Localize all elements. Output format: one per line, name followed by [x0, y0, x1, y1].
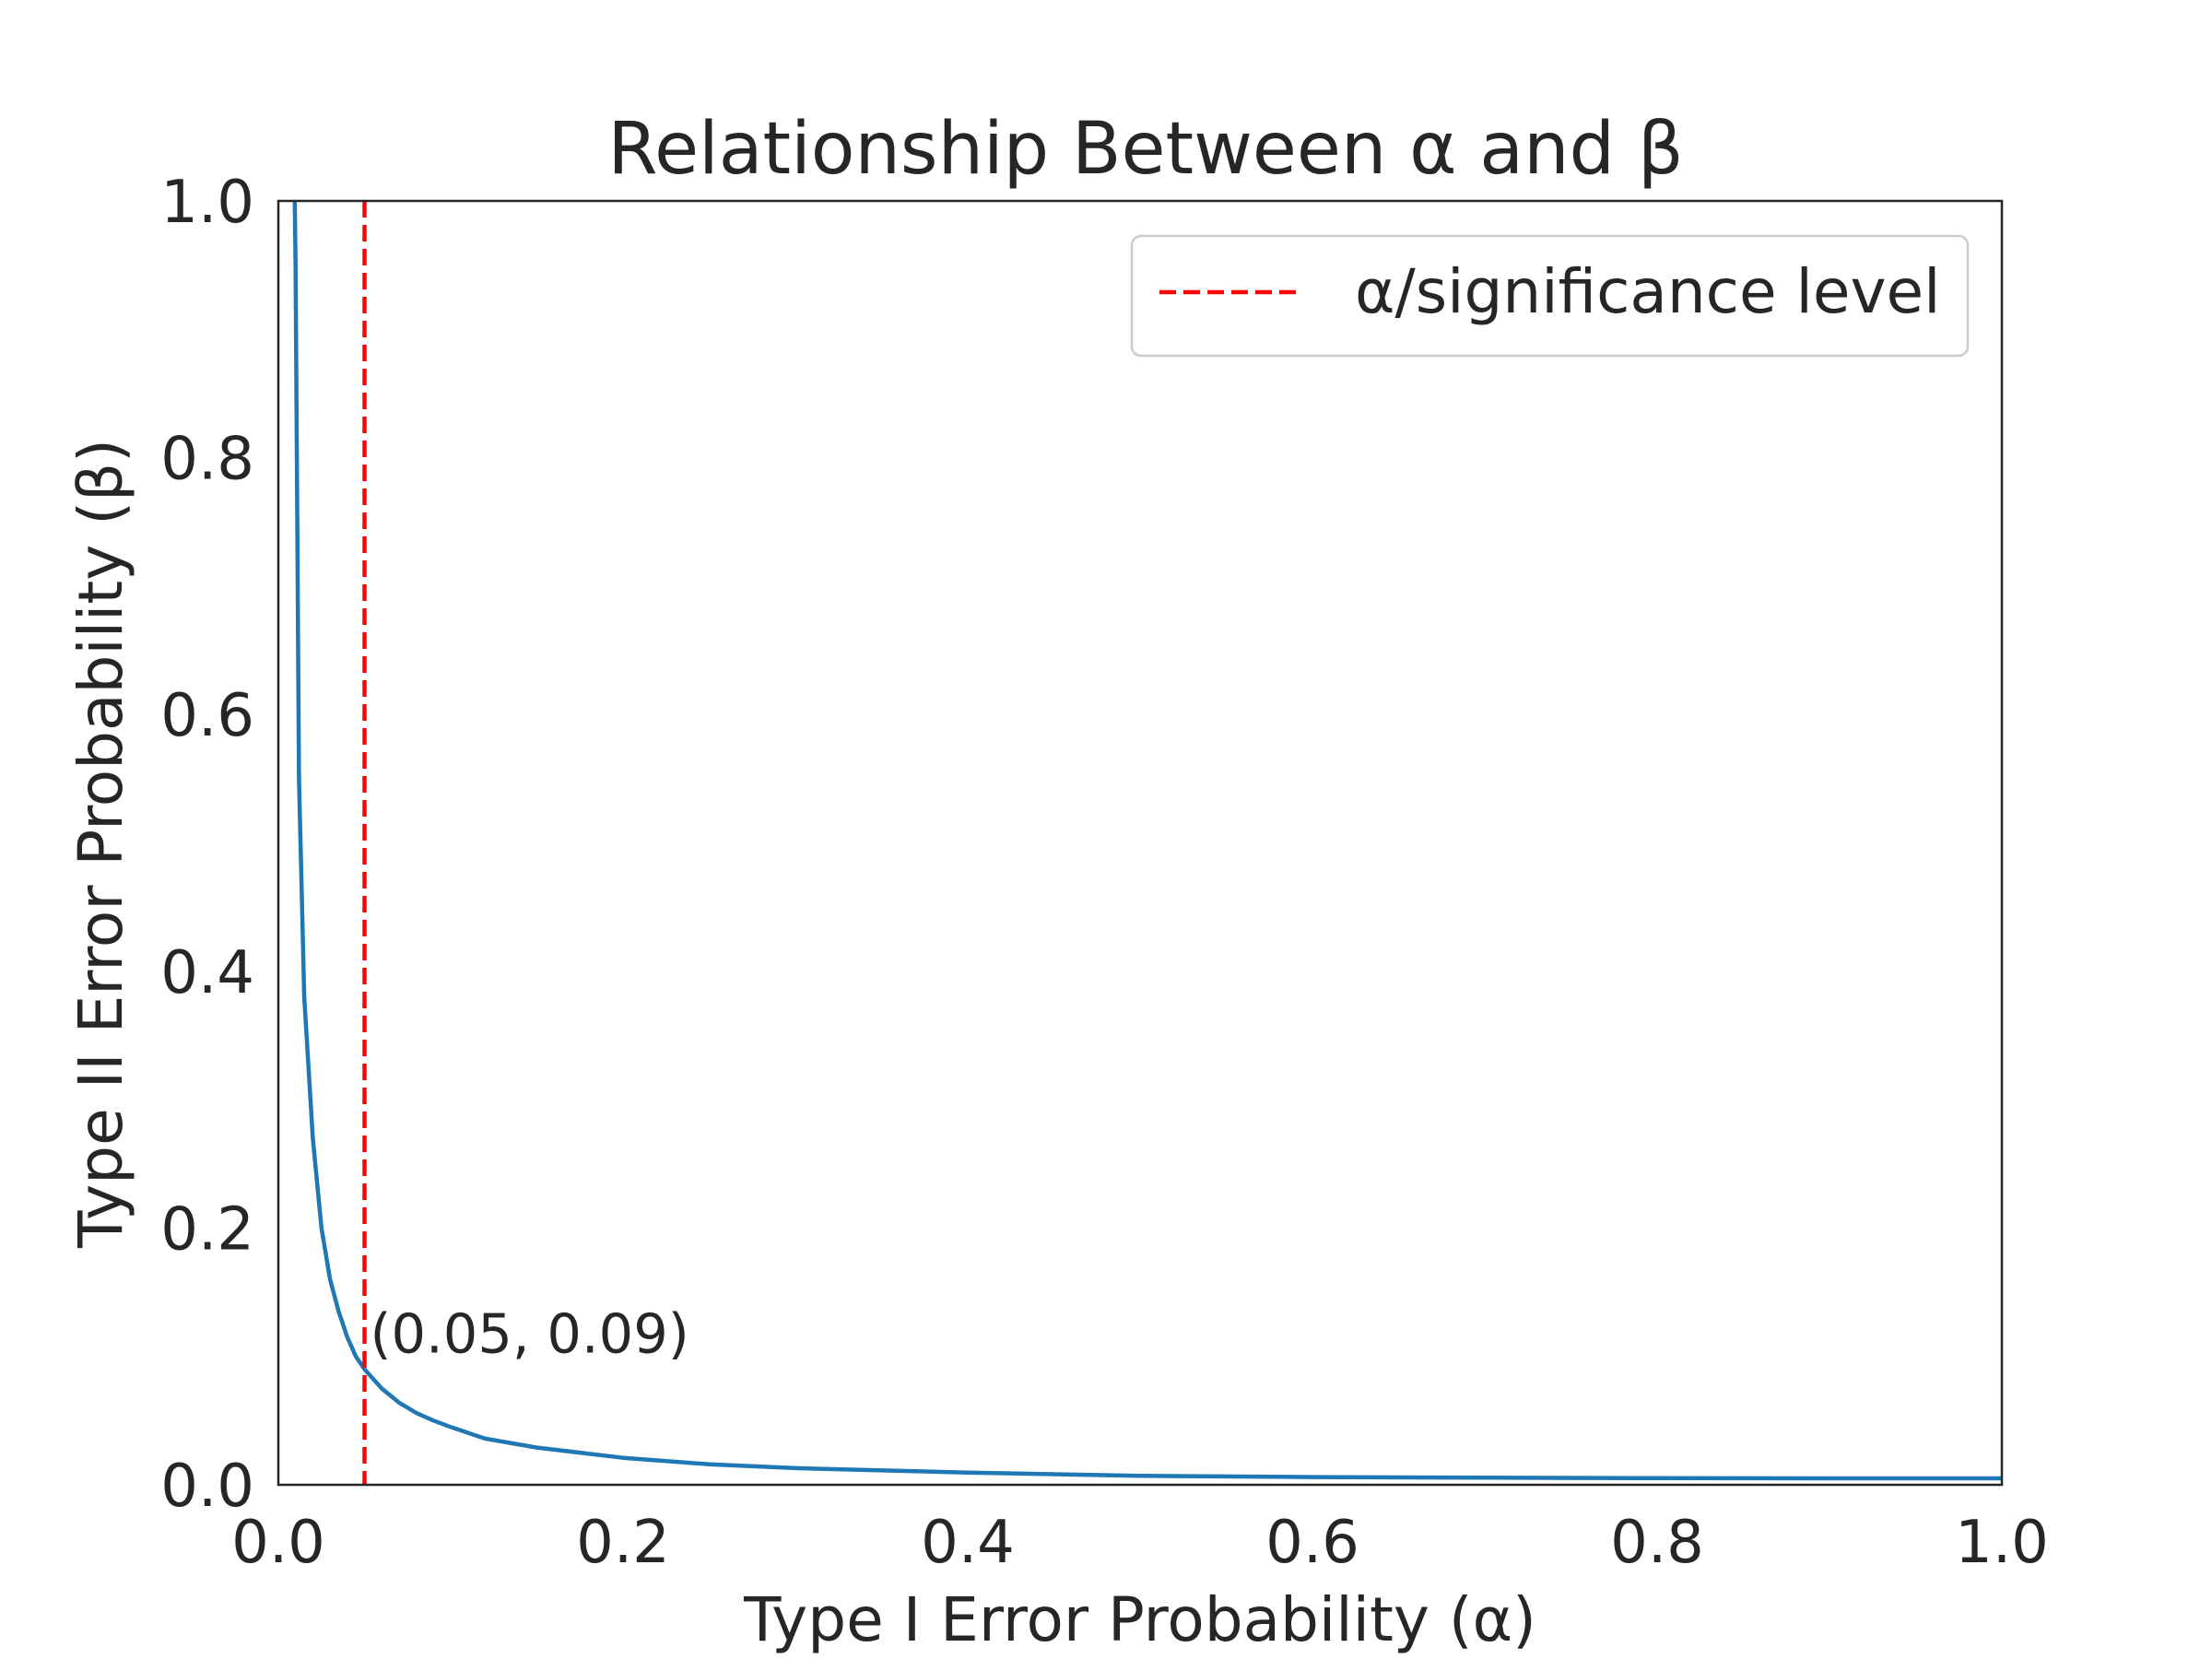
y-axis-label: Type II Error Probability (β) [65, 439, 136, 1249]
legend-label-significance: α/significance level [1355, 256, 1940, 327]
y-tick-label: 0.0 [160, 1453, 254, 1521]
legend: α/significance level [1130, 234, 1970, 358]
plot-area: (0.05, 0.09) [292, 201, 2002, 1485]
y-tick-label: 0.2 [160, 1195, 254, 1264]
y-tick-label: 0.4 [160, 939, 254, 1007]
axes-frame [276, 199, 2004, 1487]
x-tick-label: 0.8 [1610, 1509, 1704, 1577]
x-tick-label: 0.2 [576, 1509, 670, 1577]
y-tick-label: 0.6 [160, 682, 254, 750]
chart-title: Relationship Between α and β [607, 108, 1683, 191]
x-tick-label: 0.6 [1265, 1509, 1359, 1577]
x-tick-label: 1.0 [1955, 1509, 2049, 1577]
x-tick-label: 0.0 [231, 1509, 325, 1577]
plot-content: 0.0 0.2 0.4 0.6 0.8 1.0 0.0 0.2 0.4 0.6 0.8 1.0 (0.… [160, 169, 2049, 1577]
x-tick-label: 0.4 [921, 1509, 1015, 1577]
y-tick-label: 1.0 [160, 169, 254, 237]
y-tick-label: 0.8 [160, 426, 254, 494]
x-axis-label: Type I Error Probability (α) [743, 1584, 1536, 1655]
beta-curve [292, 201, 2002, 1481]
legend-box [1130, 234, 1970, 358]
point-annotation: (0.05, 0.09) [371, 1302, 689, 1366]
tick-labels: 0.0 0.2 0.4 0.6 0.8 1.0 0.0 0.2 0.4 0.6 0.8 1.0 [160, 169, 2049, 1577]
